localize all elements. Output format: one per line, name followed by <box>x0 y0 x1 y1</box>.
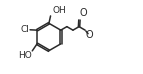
Text: O: O <box>85 30 93 40</box>
Text: Cl: Cl <box>21 25 29 34</box>
Text: OH: OH <box>53 6 66 15</box>
Text: HO: HO <box>18 51 31 60</box>
Text: O: O <box>80 9 87 18</box>
